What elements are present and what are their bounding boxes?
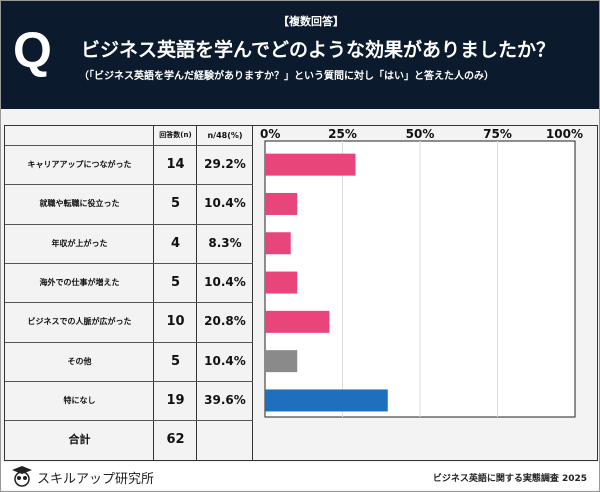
multiple-answer-tag: 【複数回答】 [278,15,344,28]
q-mark: Q [13,22,52,78]
bar [265,310,330,333]
tick-label: 0% [260,127,280,141]
header-count: 回答数(n) [159,131,192,139]
row-divider [5,145,253,146]
divider [153,126,154,460]
bar [265,232,291,255]
row-count: 10 [166,314,185,330]
row-count: 5 [170,274,181,290]
results-table: 0% 25% 50% 75% 100% 回答数(n) n/48(%) キャリアアップにつなが… [4,125,598,461]
row-divider [5,420,253,422]
row-divider [5,223,253,225]
row-divider [5,380,253,382]
bar [265,271,298,294]
row-divider [5,262,253,264]
question-title: ビジネス英語を学んでどのような効果がありましたか？ [81,39,556,61]
bar-chart: 0% 25% 50% 75% 100% [260,127,583,418]
question-subtitle: （「ビジネス英語を学んだ経験がありますか？」という質問に対し「はい」と答えた人の… [79,71,494,82]
row-divider [5,341,253,343]
row-percent: 10.4% [204,274,246,289]
tick-label: 25% [328,127,357,141]
row-divider [5,302,253,304]
row-divider [5,184,253,186]
row-label: 年収が上がった [51,238,108,248]
row-label: 特になし [63,395,96,405]
row-percent: 8.3% [208,235,242,250]
row-count: 4 [170,235,181,251]
footer: スキルアップ研究所 ビジネス英語に関する実態調査 2025 [1,462,599,490]
row-label: 就職や転職に役立った [39,199,120,209]
tick-label: 50% [406,127,435,141]
row-count: 19 [166,392,185,408]
row-label: その他 [67,356,92,366]
row-label: ビジネスでの人脈が広がった [27,317,132,327]
bar [265,389,388,412]
row-count: 14 [166,157,185,172]
row-count: 5 [170,196,181,212]
row-count: 5 [170,353,181,369]
total-value: 62 [166,432,185,448]
row-percent: 39.6% [204,392,246,407]
row-percent: 10.4% [204,353,246,368]
tick-label: 100% [546,127,583,141]
header-pct: n/48(%) [207,131,243,140]
row-percent: 10.4% [204,196,246,211]
total-label: 合計 [68,433,91,447]
survey-name: ビジネス英語に関する実態調査 2025 [432,474,587,484]
divider [196,126,197,460]
bar [265,350,298,373]
divider [252,126,253,460]
row-label: 海外での仕事が増えた [39,277,120,287]
question-header: Q 【複数回答】 ビジネス英語を学んでどのような効果がありましたか？ （「ビジネ… [1,1,599,109]
bar [265,192,298,215]
brand-name: スキルアップ研究所 [37,472,155,487]
tick-label: 75% [483,127,512,141]
row-percent: 29.2% [204,157,246,171]
row-percent: 20.8% [204,314,246,329]
bar [265,153,356,176]
owl-logo-icon [12,466,32,487]
row-label: キャリアアップにつながった [27,160,132,169]
